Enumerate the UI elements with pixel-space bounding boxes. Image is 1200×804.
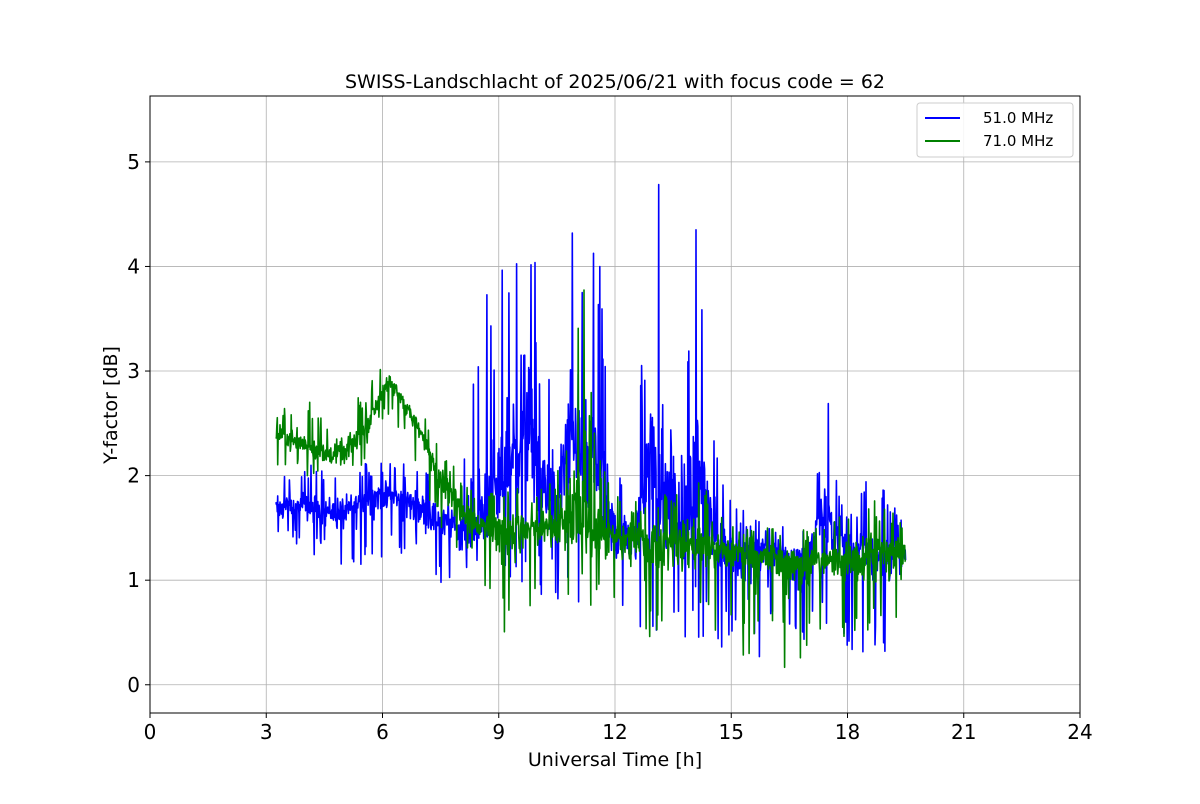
x-tick-label: 24 [1067,720,1092,744]
x-tick-label: 6 [376,720,389,744]
x-tick-label: 21 [951,720,976,744]
legend-label-51mhz: 51.0 MHz [983,109,1053,127]
x-tick-label: 18 [835,720,860,744]
plot-series-group [275,183,907,669]
x-axis-ticks: 0 3 6 9 12 15 18 21 24 [144,713,1093,744]
x-axis-label: Universal Time [h] [528,749,702,771]
legend-label-71mhz: 71.0 MHz [983,132,1053,150]
chart-title: SWISS-Landschlacht of 2025/06/21 with fo… [345,71,885,93]
y-axis-label: Y-factor [dB] [100,346,122,465]
y-tick-label: 0 [127,673,140,697]
y-tick-label: 2 [127,464,140,488]
x-tick-label: 12 [602,720,627,744]
x-tick-label: 15 [719,720,744,744]
series-line-71mhz [275,289,907,669]
legend: 51.0 MHz 71.0 MHz [916,102,1074,158]
y-axis-ticks: 0 1 2 3 4 5 [127,150,150,697]
y-tick-label: 4 [127,254,140,278]
y-tick-label: 3 [127,359,140,383]
x-tick-label: 3 [260,720,273,744]
x-tick-label: 0 [144,720,157,744]
x-tick-label: 9 [492,720,505,744]
y-tick-label: 5 [127,150,140,174]
y-tick-label: 1 [127,568,140,592]
legend-box [916,102,1074,158]
